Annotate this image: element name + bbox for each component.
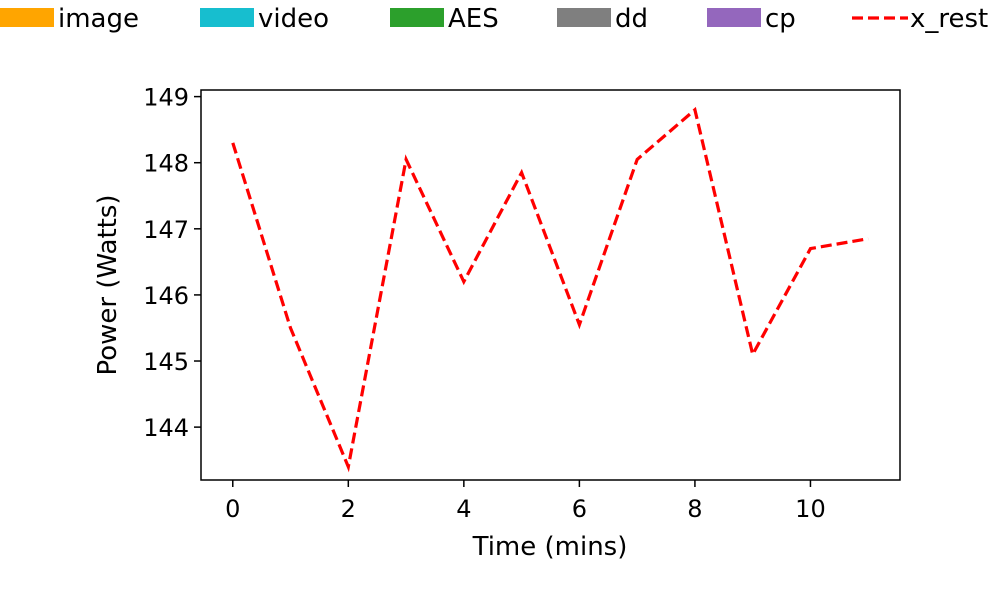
- x-tick-label: 4: [456, 495, 471, 523]
- x-tick-label: 10: [795, 495, 826, 523]
- series-layer: [231, 106, 869, 473]
- x-tick-label: 2: [341, 495, 356, 523]
- x-tick-label: 6: [572, 495, 587, 523]
- x-tick-label: 8: [687, 495, 702, 523]
- y-axis-label: Power (Watts): [93, 194, 123, 375]
- legend-swatch-AES: [390, 8, 444, 27]
- y-tick-label: 149: [143, 84, 189, 112]
- y-tick-label: 146: [143, 282, 189, 310]
- y-tick-label: 147: [143, 216, 189, 244]
- x-axis: 0 2 4 6 8 10: [225, 480, 826, 523]
- legend-label: dd: [615, 4, 648, 34]
- series-line-x_rest: [231, 106, 869, 473]
- legend-swatch-cp: [707, 8, 761, 27]
- legend-swatch-video: [200, 8, 254, 27]
- y-axis: 144 145 146 147 148 149: [143, 84, 201, 442]
- y-tick-label: 145: [143, 348, 189, 376]
- x-axis-label: Time (mins): [472, 532, 628, 562]
- legend: image video AES dd cp x_rest: [0, 4, 988, 34]
- legend-label: AES: [448, 4, 499, 34]
- y-tick-label: 148: [143, 150, 189, 178]
- legend-label: video: [258, 4, 329, 34]
- x-tick-label: 0: [225, 495, 240, 523]
- plot-area: [200, 89, 901, 481]
- y-tick-label: 144: [143, 414, 189, 442]
- legend-label: x_rest: [910, 4, 988, 34]
- legend-swatch-image: [0, 8, 54, 27]
- legend-label: image: [58, 4, 139, 34]
- legend-label: cp: [765, 4, 796, 34]
- legend-swatch-dd: [557, 8, 611, 27]
